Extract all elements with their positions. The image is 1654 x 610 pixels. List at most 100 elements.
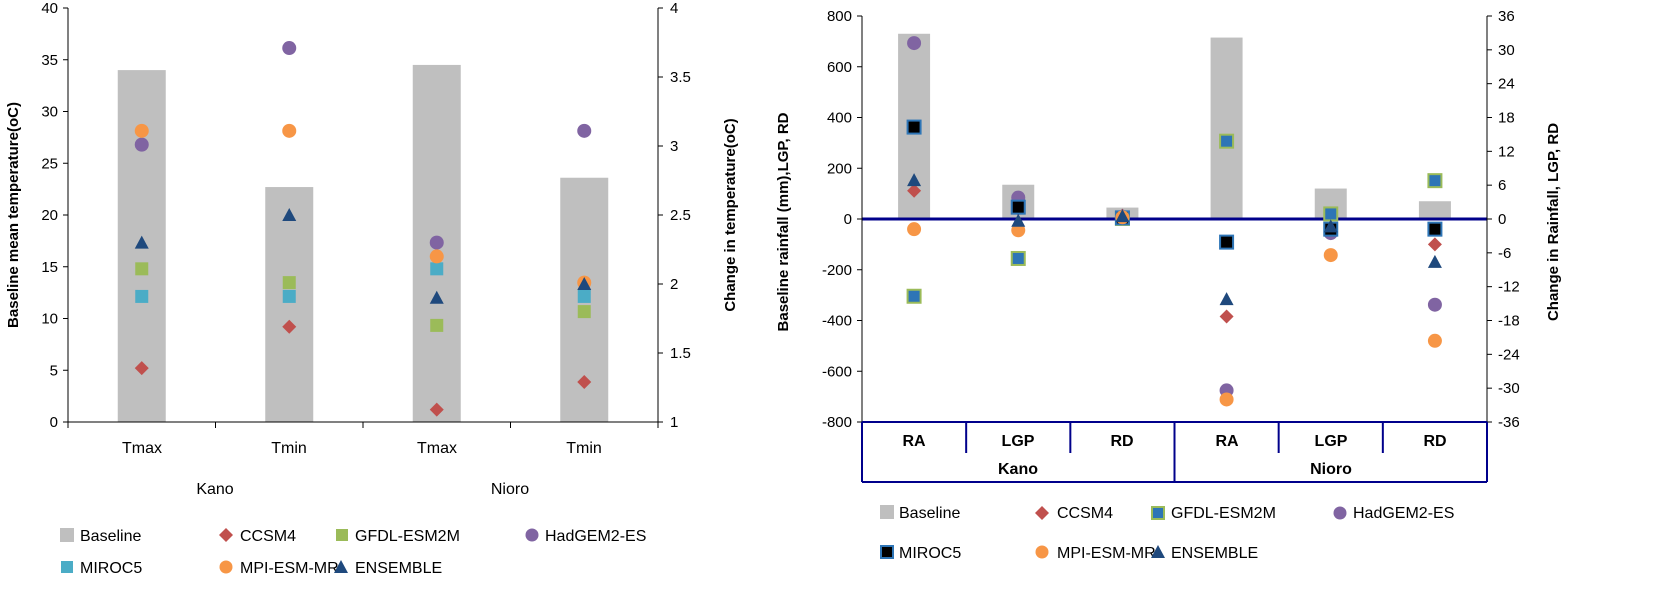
marker-gfdl-esm2m-4 (1219, 133, 1235, 149)
baseline-bar-2 (265, 187, 314, 422)
right-y-ticks: -36 -30 -24 -18 -12 -6 0 6 12 18 24 30 36 (1487, 8, 1520, 431)
right-y-tick-label: 4 (670, 0, 678, 17)
legend-label-gfdl: GFDL-ESM2M (1171, 505, 1276, 522)
left-y-tick-label: -400 (822, 313, 852, 330)
marker-hadgem2-es-6 (1427, 297, 1442, 312)
marker-mpi-esm-mr-1 (907, 222, 922, 237)
left-y-ticks: 0 5 10 15 20 25 30 35 40 (41, 0, 68, 431)
legend-label-ccsm4: CCSM4 (1057, 505, 1113, 522)
left-y-tick-label: 30 (41, 104, 58, 121)
marker-mpi-esm-mr-5 (1323, 248, 1338, 263)
marker-mpi-esm-mr-6 (1427, 333, 1442, 348)
legend-marker-mpi (1035, 545, 1049, 559)
chart-temperature: 0 5 10 15 20 25 30 35 40 1 1.5 2 2.5 3 3.5 4 Tmax Tmin… (5, 0, 739, 577)
legend-label-hadgem: HadGEM2-ES (1353, 505, 1454, 522)
left-y-tick-label: -200 (822, 262, 852, 279)
model-markers (134, 41, 592, 417)
marker-miroc5-2 (282, 289, 296, 303)
legend-marker-ensemble (334, 560, 348, 573)
marker-ensemble-6 (1427, 254, 1442, 268)
group-label-kano: Kano (998, 461, 1038, 478)
legend-label-miroc5: MIROC5 (80, 560, 142, 577)
legend-marker-mpi (219, 560, 233, 574)
right-y-tick-label: -12 (1498, 279, 1520, 296)
marker-ccsm4-6 (1427, 237, 1442, 252)
marker-ccsm4-4 (1219, 309, 1234, 324)
x-axis-ticks (67, 422, 659, 428)
right-y-tick-label: -6 (1498, 245, 1511, 262)
marker-ensemble-1 (907, 173, 922, 187)
legend-label-gfdl: GFDL-ESM2M (355, 528, 460, 545)
legend-label-hadgem: HadGEM2-ES (545, 528, 646, 545)
category-label-1: RA (902, 433, 926, 450)
right-y-axis-label: Change in temperature(oC) (722, 118, 739, 311)
category-table-dividers (861, 422, 1488, 482)
right-y-tick-label: 0 (1498, 211, 1506, 228)
legend-marker-gfdl (1151, 506, 1165, 520)
marker-ccsm4-4 (577, 374, 592, 389)
legend-marker-miroc5 (61, 561, 73, 573)
left-y-tick-label: 0 (844, 211, 852, 228)
marker-hadgem2-es-1 (134, 137, 149, 152)
right-y-tick-label: 12 (1498, 143, 1515, 160)
marker-miroc5-2 (1010, 199, 1026, 215)
group-label-kano: Kano (196, 481, 233, 498)
legend-swatch-baseline (880, 505, 894, 519)
marker-hadgem2-es-1 (907, 36, 922, 51)
right-y-tick-label: 3 (670, 138, 678, 155)
left-y-tick-label: 35 (41, 52, 58, 69)
marker-ensemble-2 (282, 208, 297, 221)
group-label-nioro: Nioro (1310, 461, 1352, 478)
left-y-tick-label: 10 (41, 311, 58, 328)
baseline-bars (898, 33, 1451, 220)
legend-label-mpi: MPI-ESM-MR (1057, 545, 1156, 562)
left-y-tick-label: 15 (41, 259, 58, 276)
left-y-tick-label: -800 (822, 414, 852, 431)
legend-marker-ccsm4 (219, 528, 233, 542)
legend-label-mpi: MPI-ESM-MR (240, 560, 339, 577)
left-y-tick-label: -600 (822, 363, 852, 380)
legend-marker-hadgem (525, 528, 539, 542)
right-y-tick-label: -36 (1498, 414, 1520, 431)
legend-swatch-baseline (60, 528, 74, 542)
marker-mpi-esm-mr-1 (134, 123, 149, 138)
left-y-tick-label: 20 (41, 207, 58, 224)
marker-mpi-esm-mr-3 (429, 249, 444, 264)
left-y-axis-label: Baseline mean temperature(oC) (5, 102, 22, 328)
marker-mpi-esm-mr-2 (282, 123, 297, 138)
category-label-4: Tmin (566, 440, 602, 457)
marker-ensemble-5 (1323, 219, 1338, 233)
legend-marker-gfdl (336, 529, 348, 541)
right-y-axis-label: Change in Rainfall, LGP, RD (1545, 123, 1562, 321)
right-y-tick-label: 1 (670, 414, 678, 431)
right-y-tick-label: 3.5 (670, 69, 691, 86)
right-y-tick-label: 6 (1498, 177, 1506, 194)
marker-hadgem2-es-4 (577, 123, 592, 138)
marker-miroc5-4 (1219, 234, 1235, 250)
legend-marker-hadgem (1333, 506, 1347, 520)
legend-marker-miroc5 (880, 545, 894, 559)
marker-gfdl-esm2m-2 (1010, 250, 1026, 266)
legend: Baseline CCSM4 GFDL-ESM2M HadGEM2-ES MIR… (880, 505, 1454, 562)
legend-label-ccsm4: CCSM4 (240, 528, 296, 545)
marker-hadgem2-es-2 (282, 41, 297, 56)
left-y-tick-label: 40 (41, 0, 58, 17)
category-label-3: Tmax (417, 440, 457, 457)
marker-gfdl-esm2m-4 (577, 305, 591, 319)
category-label-2: LGP (1002, 433, 1035, 450)
marker-gfdl-esm2m-1 (906, 288, 922, 304)
left-y-ticks: -800 -600 -400 -200 0 200 400 600 800 (822, 8, 862, 431)
baseline-bar-4 (1210, 37, 1243, 219)
legend-label-baseline: Baseline (80, 528, 141, 545)
category-label-2: Tmin (271, 440, 307, 457)
marker-hadgem2-es-3 (429, 235, 444, 250)
marker-miroc5-1 (906, 119, 922, 135)
marker-gfdl-esm2m-6 (1427, 173, 1443, 189)
right-y-tick-label: -24 (1498, 346, 1520, 363)
right-y-tick-label: 36 (1498, 8, 1515, 25)
model-markers (906, 36, 1443, 407)
marker-ccsm4-2 (282, 319, 297, 334)
right-y-tick-label: 30 (1498, 42, 1515, 59)
category-label-1: Tmax (122, 440, 162, 457)
